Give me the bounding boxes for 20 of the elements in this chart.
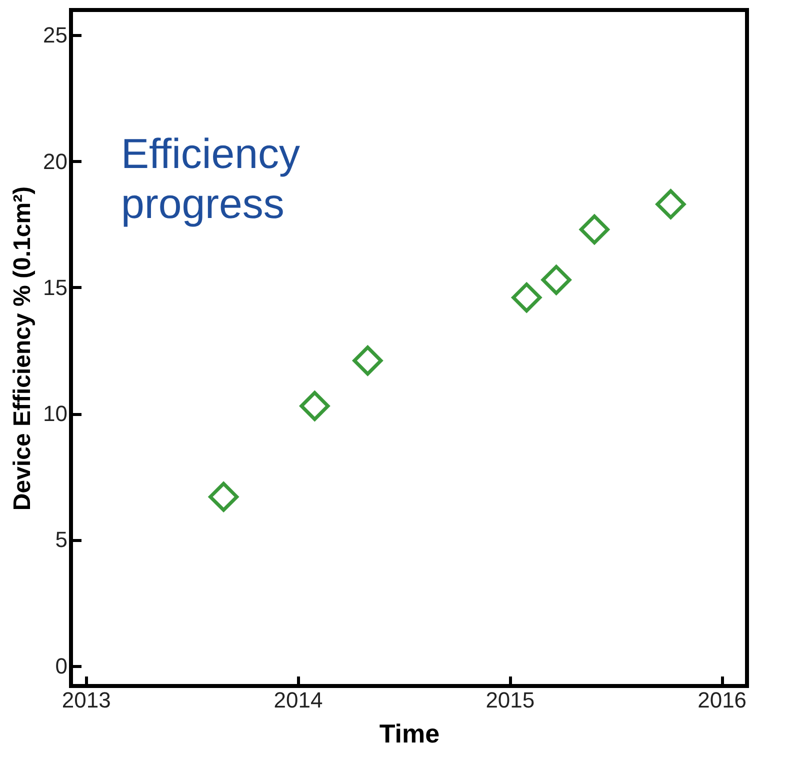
point xyxy=(656,189,686,220)
x-axis-title: Time xyxy=(379,718,440,748)
y-tick-label: 20 xyxy=(43,148,68,174)
x-tick-label: 2014 xyxy=(274,688,323,712)
point xyxy=(541,264,572,295)
y-axis-title: Device Efficiency % (0.1cm²) xyxy=(9,186,36,511)
x-tick-label: 2016 xyxy=(698,688,747,712)
annotation: Efficiency progress xyxy=(121,130,300,227)
point xyxy=(300,391,330,421)
point xyxy=(579,214,610,244)
point xyxy=(208,482,239,512)
point xyxy=(512,282,542,313)
y-tick-label: 0 xyxy=(55,653,68,678)
y-tick-label: 15 xyxy=(43,274,68,300)
y-tick-label: 10 xyxy=(43,401,68,426)
point xyxy=(352,346,383,376)
x-tick-label: 2015 xyxy=(486,688,535,712)
y-tick-label: 5 xyxy=(55,527,68,552)
x-tick-label: 2013 xyxy=(62,688,111,712)
y-tick-label: 25 xyxy=(43,22,68,48)
